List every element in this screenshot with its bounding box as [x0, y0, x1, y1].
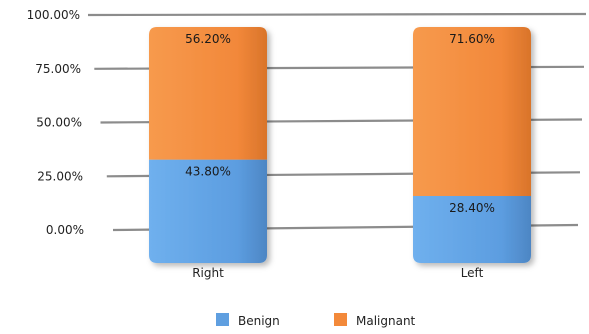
y-axis-ticks: 0.00% 25.00% 50.00% 75.00% 100.00%	[27, 8, 84, 237]
data-label: 56.20%	[185, 32, 231, 46]
data-label: 28.40%	[449, 201, 495, 215]
bar-segment-benign-right	[149, 159, 267, 263]
legend-label-benign: Benign	[238, 314, 280, 328]
y-tick-label: 100.00%	[27, 8, 80, 22]
bar-stack-left	[413, 27, 531, 263]
bar-stack-right	[149, 27, 267, 263]
y-tick-label: 25.00%	[37, 169, 83, 183]
legend: Benign Malignant	[216, 313, 416, 328]
y-tick-label: 75.00%	[35, 62, 81, 76]
data-label: 43.80%	[185, 165, 231, 179]
bar-segment-benign-left	[413, 195, 531, 263]
y-tick-label: 0.00%	[46, 223, 84, 237]
bar-segment-malignant-right	[149, 27, 267, 160]
legend-swatch-benign	[216, 313, 229, 326]
gridline	[87, 12, 587, 17]
bar-segment-malignant-left	[413, 27, 531, 196]
x-tick-label: Left	[461, 266, 484, 280]
x-tick-label: Right	[192, 266, 224, 280]
x-axis-ticks: Right Left	[192, 266, 483, 280]
bars: 43.80% 56.20% 28.40% 71.60%	[149, 27, 531, 263]
legend-swatch-malignant	[334, 313, 347, 326]
data-label: 71.60%	[449, 32, 495, 46]
legend-label-malignant: Malignant	[356, 314, 416, 328]
y-tick-label: 50.00%	[36, 116, 82, 130]
